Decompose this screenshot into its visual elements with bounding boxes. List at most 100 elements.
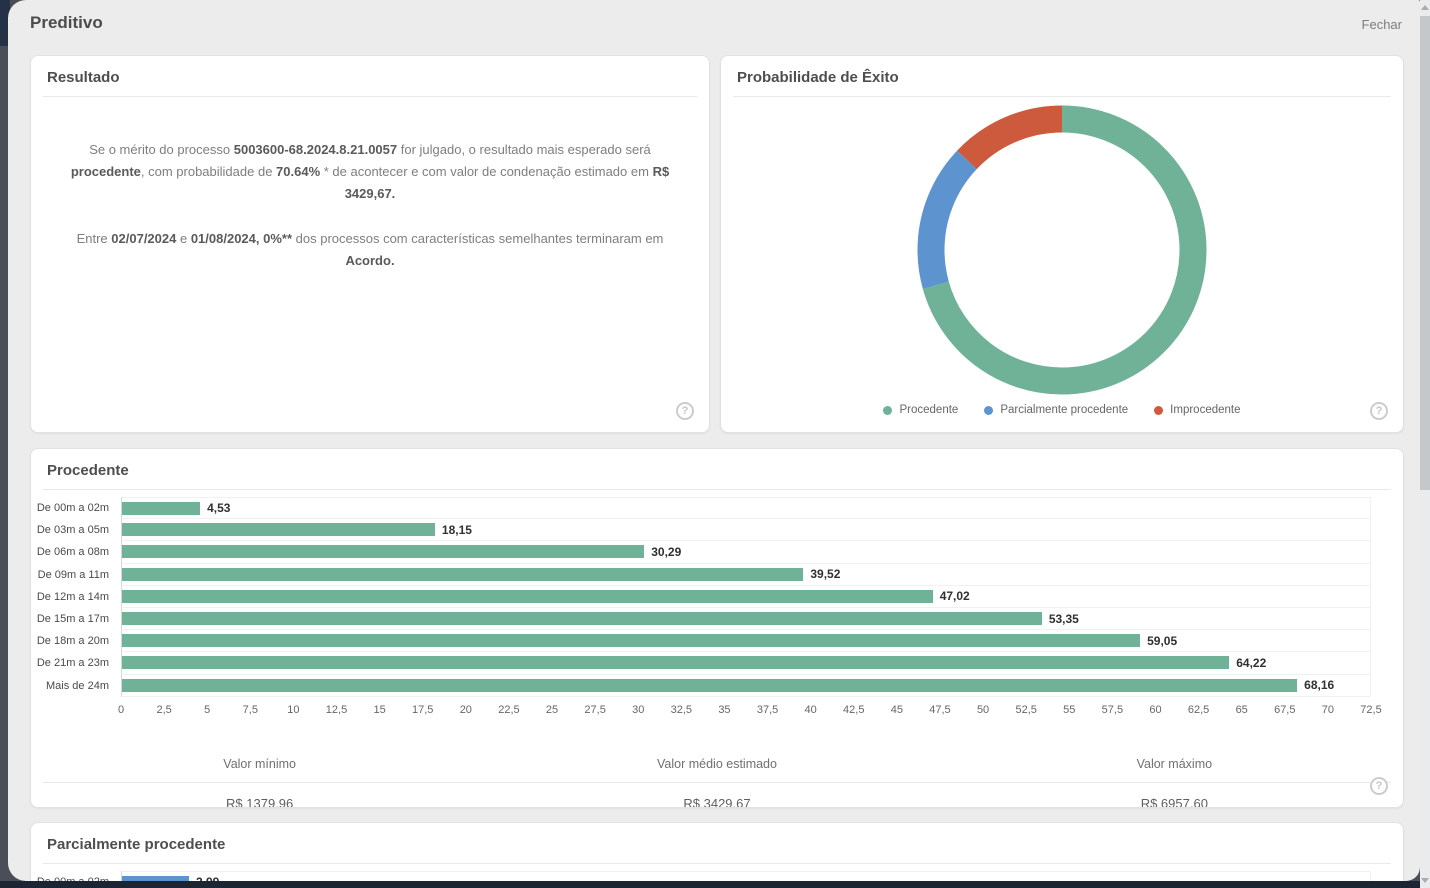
emphasis-text: R$ 3429,67. <box>344 164 670 201</box>
plain-text: , com probabilidade de <box>140 164 277 179</box>
x-axis-tick: 2,5 <box>156 703 172 716</box>
bar-value-label: 18,15 <box>441 522 472 537</box>
bar-row: De 03m a 05m 18,15 <box>31 519 1403 542</box>
bar-value-label: 68,16 <box>1304 678 1335 693</box>
legend-item-procedente[interactable]: Procedente <box>883 404 958 416</box>
bar-track: 64,22 <box>121 652 1371 675</box>
x-axis-tick: 17,5 <box>412 703 434 716</box>
x-axis-tick: 35 <box>718 703 731 716</box>
bar[interactable] <box>122 545 645 559</box>
bar-row: De 18m a 20m 59,05 <box>31 630 1403 653</box>
x-axis-tick: 50 <box>976 703 990 716</box>
bar-category-label: Mais de 24m <box>46 679 109 692</box>
x-axis-tick: 40 <box>804 703 817 716</box>
bar[interactable] <box>122 634 1141 648</box>
preditivo-modal: Preditivo Fechar Resultado Se o mérito d… <box>8 0 1420 881</box>
procedente-panel: Procedente De 00m a 02m 4,53 De 03m a 05m 1… <box>30 448 1404 808</box>
bar-track: 18,15 <box>121 519 1371 542</box>
x-axis-tick: 72,5 <box>1360 703 1382 716</box>
donut-segment-parcialmente-procedente[interactable] <box>917 105 1207 395</box>
bar[interactable] <box>122 612 1042 626</box>
close-button[interactable]: Fechar <box>1361 17 1402 32</box>
x-axis-tick: 47,5 <box>929 703 951 716</box>
resultado-paragraph-1: Se o mérito do processo 5003600-68.2024.… <box>57 139 683 205</box>
page-backdrop-corner <box>0 0 10 46</box>
bar-category-label: De 21m a 23m <box>36 657 109 670</box>
scrollbar-down-arrow[interactable] <box>1421 878 1429 883</box>
scrollbar-thumb[interactable] <box>1420 16 1430 490</box>
bar-row: De 00m a 02m 2,99 <box>31 871 1403 881</box>
resultado-panel-title: Resultado <box>47 69 120 86</box>
bar[interactable] <box>122 501 201 515</box>
plain-text: dos processos com características semelh… <box>292 231 664 246</box>
bar[interactable] <box>122 678 1298 692</box>
bar-row: De 21m a 23m 64,22 <box>31 652 1403 675</box>
probabilidade-panel: Probabilidade de Êxito Procedente Parcia… <box>720 55 1404 433</box>
bar-track: 4,53 <box>121 497 1371 520</box>
x-axis-tick: 67,5 <box>1274 703 1296 716</box>
panel-separator <box>43 863 1391 864</box>
legend-dot <box>883 405 893 415</box>
modal-header: Preditivo Fechar <box>8 0 1420 48</box>
bar-row: Mais de 24m 68,16 <box>31 674 1403 697</box>
scrollbar <box>1420 0 1430 888</box>
bar[interactable] <box>122 656 1230 670</box>
valores-values-row: R$ 1379,96 R$ 3429,67 R$ 6957,60 <box>31 783 1403 808</box>
donut-chart <box>721 104 1403 396</box>
help-icon[interactable]: ? <box>1370 402 1388 420</box>
bar-value-label: 2,99 <box>196 875 219 881</box>
legend-label: Parcialmente procedente <box>1000 404 1129 416</box>
x-axis-tick: 30 <box>632 703 645 716</box>
plain-text: Entre <box>76 231 112 246</box>
valores-summary: Valor mínimo Valor médio estimado Valor … <box>31 757 1403 808</box>
page-title: Preditivo <box>30 13 103 32</box>
x-axis-tick: 20 <box>459 703 472 716</box>
valores-separator <box>43 781 1391 783</box>
help-icon[interactable]: ? <box>676 402 694 420</box>
bar-category-label: De 15m a 17m <box>36 613 109 626</box>
x-axis-tick: 7,5 <box>242 703 258 716</box>
legend-item-parcialmente-procedente[interactable]: Parcialmente procedente <box>984 404 1128 416</box>
bottom-edge <box>0 881 1430 888</box>
bar-value-label: 47,02 <box>939 589 970 604</box>
bar-row: De 06m a 08m 30,29 <box>31 541 1403 564</box>
legend-item-improcedente[interactable]: Improcedente <box>1154 404 1241 416</box>
x-axis-tick: 27,5 <box>584 703 606 716</box>
x-axis-tick: 42,5 <box>843 703 865 716</box>
probabilidade-panel-title: Probabilidade de Êxito <box>737 69 899 86</box>
x-axis-tick: 0 <box>117 703 125 716</box>
valores-labels-row: Valor mínimo Valor médio estimado Valor … <box>31 757 1403 782</box>
x-axis-tick: 57,5 <box>1101 703 1124 716</box>
bar-value-label: 64,22 <box>1236 655 1267 670</box>
donut-svg <box>917 105 1207 395</box>
donut-segment-improcedente[interactable] <box>917 105 1207 395</box>
chart-legend: Procedente Parcialmente procedente Impro… <box>721 404 1403 416</box>
bar-category-label: De 03m a 05m <box>36 524 109 537</box>
x-axis-tick: 5 <box>204 703 211 716</box>
bar[interactable] <box>122 875 189 881</box>
x-axis-tick: 22,5 <box>498 703 520 716</box>
emphasis-text: procedente <box>70 164 141 179</box>
resultado-panel: Resultado Se o mérito do processo 500360… <box>30 55 710 433</box>
panel-separator <box>733 96 1391 97</box>
x-axis-tick: 25 <box>545 703 559 716</box>
resultado-body: Se o mérito do processo 5003600-68.2024.… <box>31 97 709 272</box>
valor-minimo-value: R$ 1379,96 <box>226 795 294 808</box>
bar-category-label: De 12m a 14m <box>36 590 109 603</box>
bar-track: 53,35 <box>121 607 1371 631</box>
bar[interactable] <box>122 523 435 537</box>
help-icon[interactable]: ? <box>1370 777 1388 795</box>
panel-separator <box>43 96 697 97</box>
x-axis-tick: 10 <box>287 703 300 716</box>
procedente-panel-title: Procedente <box>47 462 129 479</box>
resultado-paragraph-2: Entre 02/07/2024 e 01/08/2024, 0%** dos … <box>57 228 683 272</box>
scrollbar-up-arrow[interactable] <box>1421 5 1429 10</box>
bar[interactable] <box>122 567 804 581</box>
x-axis-tick: 32,5 <box>670 703 693 716</box>
emphasis-text: 01/08/2024, 0%** <box>190 231 293 246</box>
bar-track: 2,99 <box>121 871 1371 881</box>
x-axis-tick: 15 <box>373 703 386 716</box>
bar[interactable] <box>122 589 933 603</box>
emphasis-text: 02/07/2024 <box>111 231 177 246</box>
valor-minimo-label: Valor mínimo <box>223 756 297 771</box>
